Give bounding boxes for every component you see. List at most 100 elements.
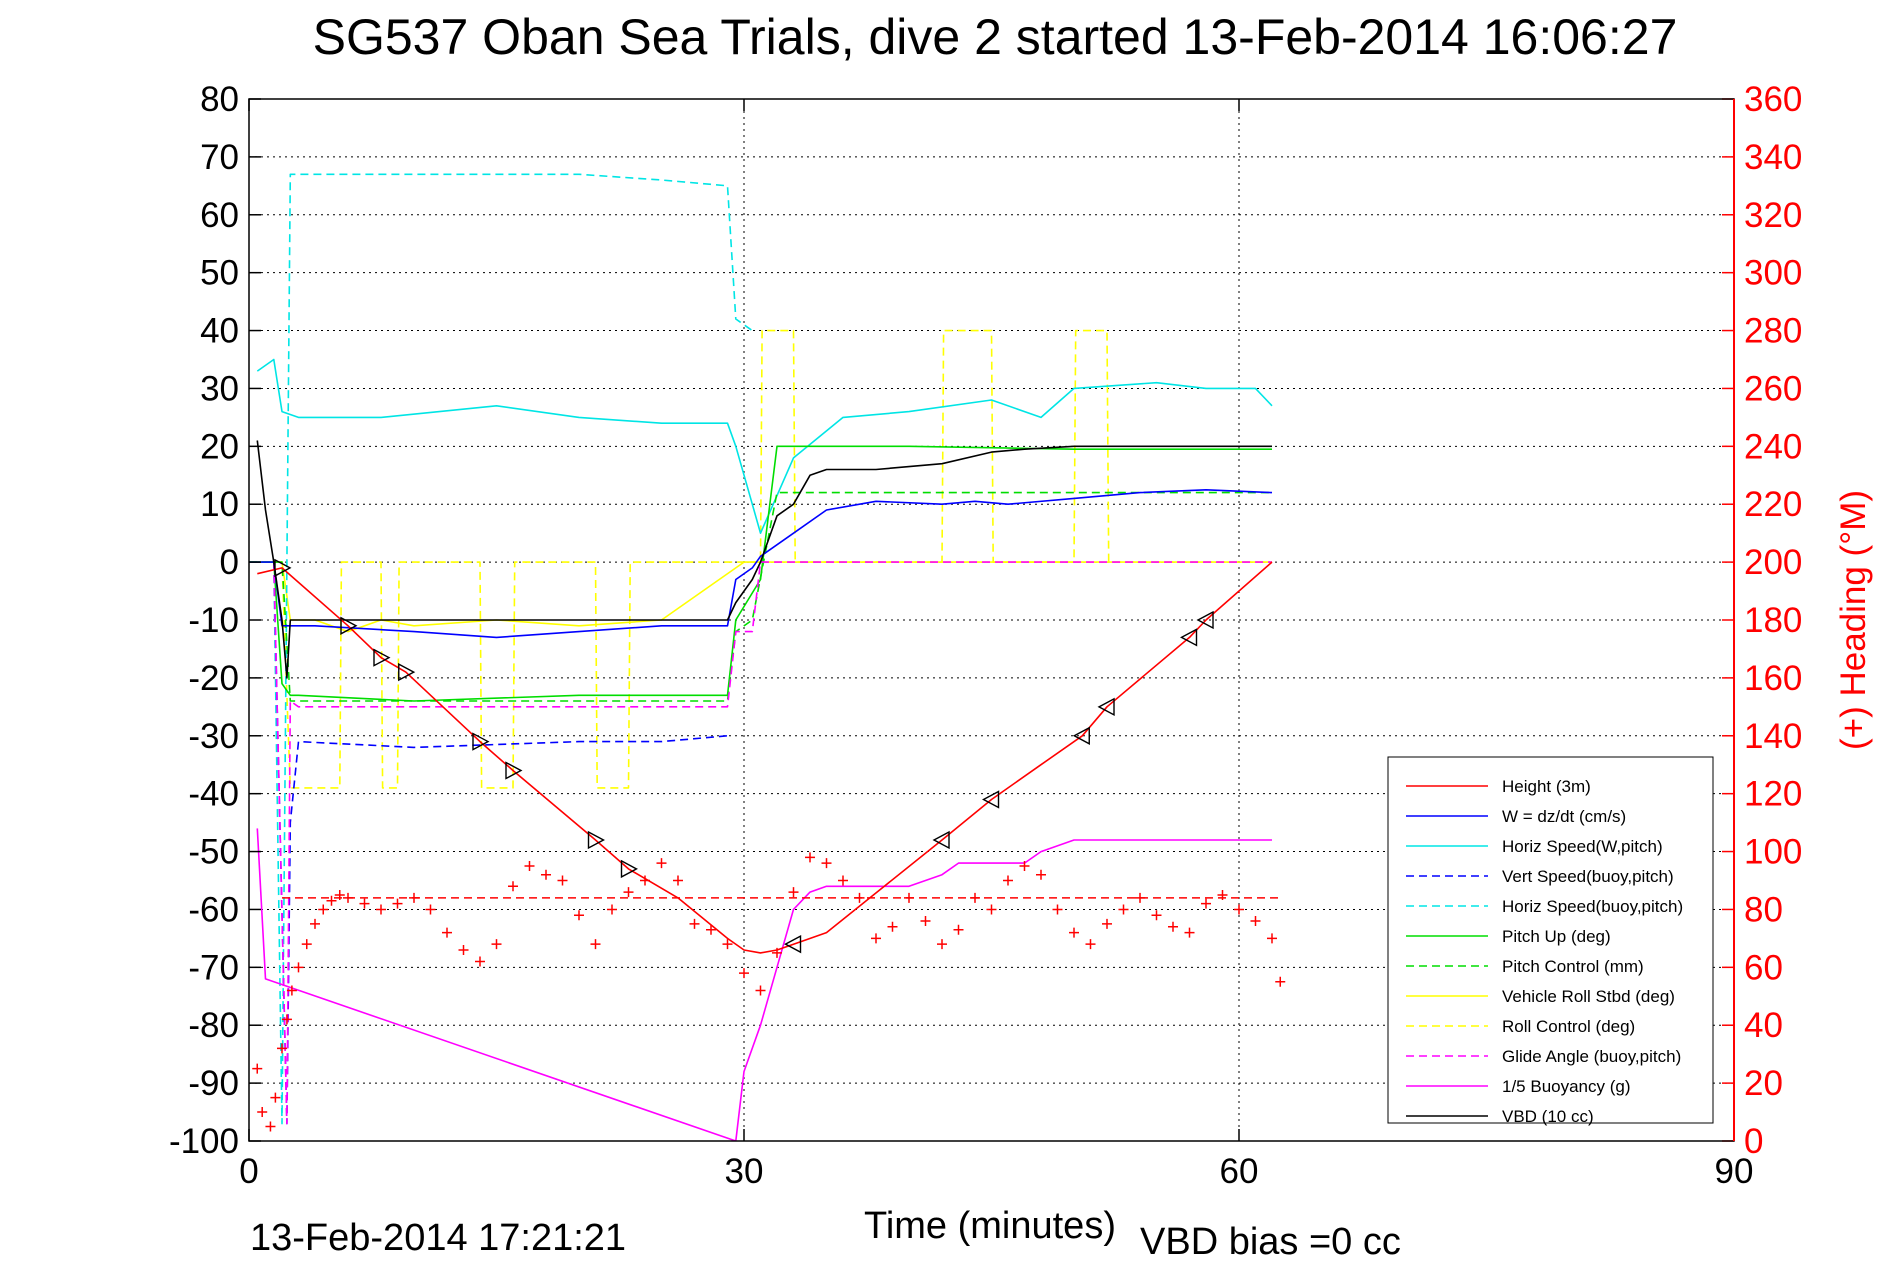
heading-point [1118, 904, 1129, 915]
heading-point [607, 904, 617, 915]
y-right-tick-label: 240 [1744, 427, 1802, 466]
footer-timestamp: 13-Feb-2014 17:21:21 [250, 1217, 626, 1259]
heading-point [656, 858, 667, 869]
y-left-tick-label: 10 [200, 485, 239, 524]
y-right-tick-labels: 3603403203002802602402202001801601401201… [1744, 80, 1802, 1161]
heading-point [281, 1014, 292, 1025]
legend-label: Pitch Control (mm) [1502, 957, 1644, 976]
y-right-tick-label: 0 [1744, 1122, 1763, 1161]
y-left-tick-label: -10 [188, 601, 239, 640]
heading-point [1085, 939, 1096, 950]
heading-point [301, 939, 312, 950]
series-line-horiz-speed-w-pitch [256, 358, 1273, 535]
y-left-tick-label: -30 [188, 717, 239, 756]
heading-point [1052, 904, 1063, 915]
heading-point [937, 939, 947, 950]
series-line-glide-angle-buoy-pitch [273, 561, 1272, 1125]
heading-point [574, 910, 584, 921]
heading-point [722, 939, 733, 950]
heading-point [1168, 921, 1178, 932]
heading-point [854, 892, 865, 903]
axis-ticks [248, 98, 1735, 1142]
y-right-tick-label: 20 [1744, 1064, 1783, 1103]
y-left-tick-label: -90 [188, 1064, 239, 1103]
height-marker-ascent [1180, 628, 1198, 647]
series-line-w-dz-dt-cm-s [249, 488, 1273, 639]
height-marker-ascent [1072, 726, 1090, 745]
heading-point [508, 881, 518, 892]
y-left-tick-label: -40 [188, 775, 239, 814]
y-left-tick-labels: 80 70 60 50 40 30 20 10 0 -10 -20 -30 -40 -50 -60 -70 -8… [169, 80, 239, 1161]
y-left-tick-label: 0 [220, 543, 239, 582]
heading-point [1003, 875, 1013, 886]
y-right-tick-label: 340 [1744, 138, 1802, 177]
heading-point [409, 892, 419, 903]
heading-point [343, 892, 353, 903]
y-left-tick-label: -100 [169, 1122, 239, 1161]
heading-point [1234, 904, 1244, 915]
heading-point [425, 904, 436, 915]
y-right-tick-label: 360 [1744, 80, 1802, 119]
series-line-pitch-up-deg [249, 445, 1272, 702]
heading-point [318, 904, 329, 915]
heading-point [904, 892, 914, 903]
heading-point [392, 898, 403, 909]
heading-point [673, 875, 683, 886]
heading-point [805, 852, 815, 863]
heading-point [277, 1043, 287, 1054]
heading-point [541, 869, 551, 880]
height-marker-ascent [1097, 697, 1115, 716]
height-marker-descent [620, 859, 638, 879]
height-marker-descent [373, 648, 391, 667]
series-line-horiz-speed-buoy-pitch [273, 173, 753, 1125]
heading-point [986, 904, 997, 915]
heading-point [252, 1063, 263, 1074]
heading-point [257, 1107, 268, 1118]
heading-point [1069, 927, 1079, 938]
series-line-pitch-control-mm [249, 491, 1272, 702]
footer-vbd-bias: VBD bias =0 cc [1140, 1221, 1401, 1262]
legend-label: Horiz Speed(W,pitch) [1502, 837, 1663, 856]
heading-point [334, 889, 345, 900]
heading-point [1102, 918, 1112, 929]
y-right-tick-label: 260 [1744, 369, 1802, 408]
heading-point [524, 861, 535, 872]
height-marker-descent [398, 662, 416, 682]
heading-point [491, 939, 502, 950]
height-marker-descent [587, 830, 605, 850]
y-left-tick-label: -60 [188, 890, 239, 929]
legend-label: Pitch Up (deg) [1502, 927, 1611, 946]
heading-point [887, 921, 898, 932]
y-left-tick-label: -80 [188, 1006, 239, 1045]
height-marker-ascent [932, 830, 950, 850]
y-right-tick-label: 320 [1744, 196, 1802, 235]
legend-label: Vehicle Roll Stbd (deg) [1502, 987, 1675, 1006]
heading-point [1217, 889, 1228, 900]
x-tick-label: 0 [239, 1152, 258, 1191]
series-line-height-3m [257, 561, 1273, 954]
heading-point [623, 887, 634, 898]
height-marker-descent [505, 761, 523, 780]
series-line-vbd-10-cc [256, 440, 1272, 679]
height-marker-ascent [1196, 610, 1214, 630]
y-left-tick-label: 50 [200, 254, 239, 293]
heading-point [293, 962, 304, 973]
y-left-tick-label: 40 [200, 312, 239, 351]
y-left-tick-label: 70 [200, 138, 239, 177]
y-left-tick-label: -70 [188, 948, 239, 987]
height-marker-descent [472, 732, 490, 751]
series-line-roll-control-deg [249, 329, 1272, 789]
legend-label: 1/5 Buoyancy (g) [1502, 1077, 1631, 1096]
y-right-tick-label: 80 [1744, 890, 1783, 929]
heading-point [265, 1121, 276, 1132]
y-right-tick-label: 140 [1744, 717, 1802, 756]
heading-point [920, 916, 931, 927]
heading-point [838, 875, 848, 886]
y-left-tick-label: 60 [200, 196, 239, 235]
heading-point [739, 968, 749, 979]
height-marker-ascent [784, 935, 802, 954]
heading-point [1036, 869, 1046, 880]
y-right-tick-label: 220 [1744, 485, 1802, 524]
y-left-tick-label: 30 [200, 369, 239, 408]
